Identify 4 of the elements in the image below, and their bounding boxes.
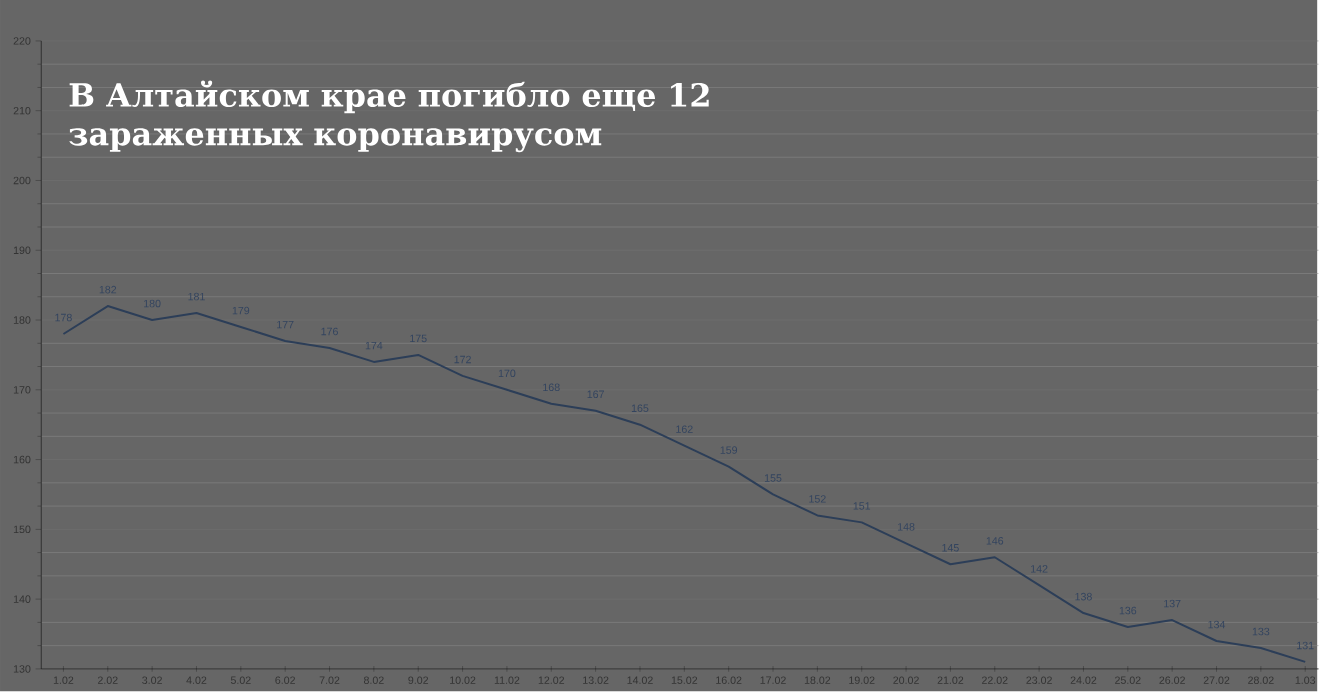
data-label: 131 bbox=[1297, 641, 1314, 650]
data-label: 181 bbox=[188, 293, 205, 301]
data-label: 134 bbox=[1208, 621, 1226, 629]
text: В Алтайском крае погибло еще 12 зараженных коронавирусом bbox=[69, 80, 709, 153]
